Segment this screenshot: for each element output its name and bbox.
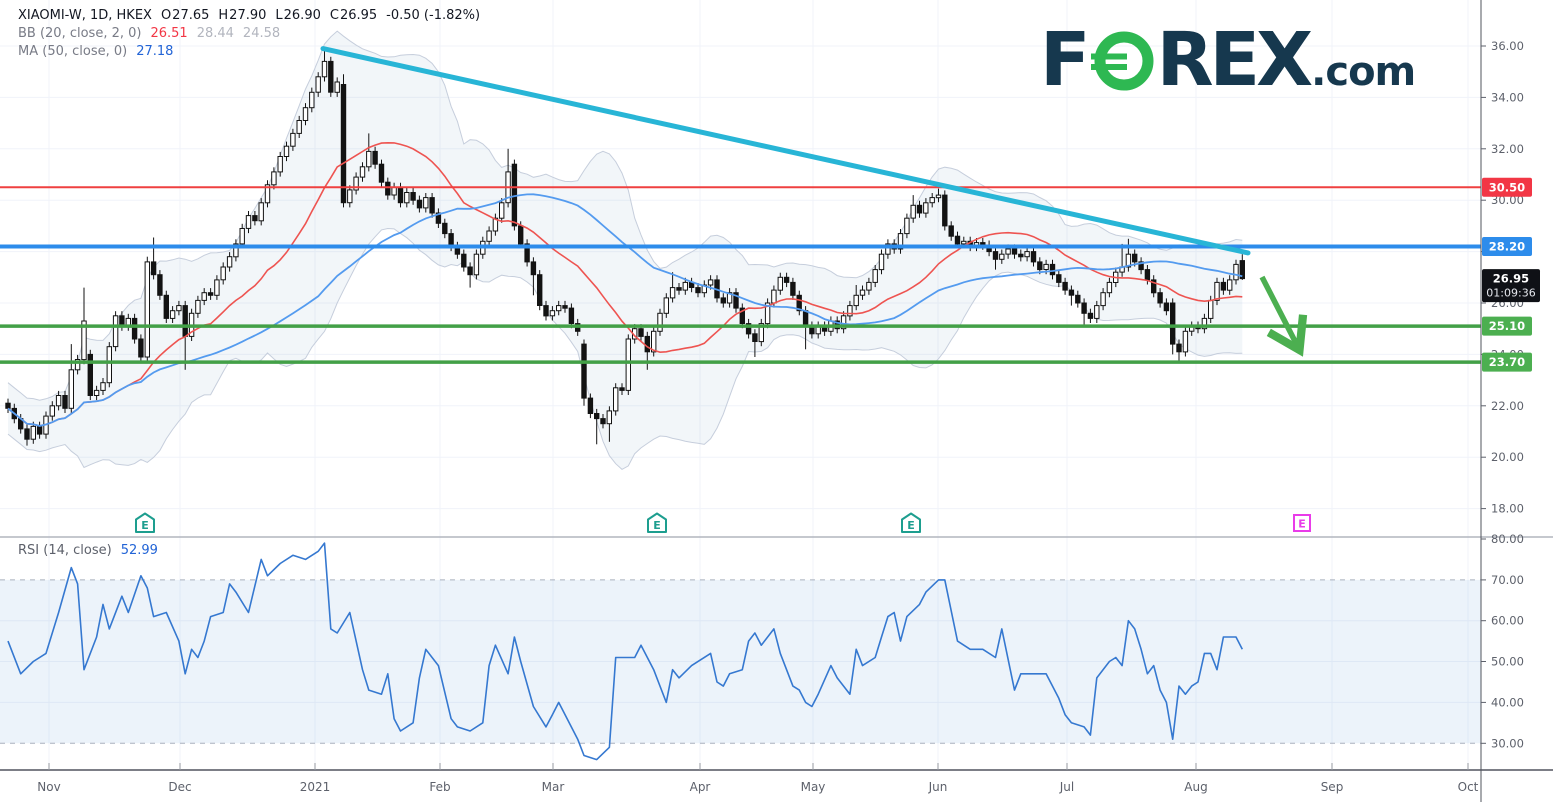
forex-logo-o-icon [1090,28,1156,94]
bb-legend[interactable]: BB (20, close, 2, 0) 26.51 28.44 24.58 [18,26,480,44]
svg-text:Apr: Apr [690,780,711,794]
rsi-value: 52.99 [120,543,158,558]
svg-text:32.00: 32.00 [1491,142,1524,156]
svg-text:40.00: 40.00 [1491,695,1524,709]
svg-text:28.20: 28.20 [1489,240,1525,254]
bb-lower-value: 24.58 [242,26,281,41]
svg-text:34.00: 34.00 [1491,90,1524,104]
svg-text:Dec: Dec [168,780,191,794]
earnings-icon[interactable]: E [647,512,667,533]
price-axis-labels: 36.0034.0032.0030.0028.0026.0024.0022.00… [1481,39,1524,750]
change-value: -0.50 (-1.82%) [386,8,481,23]
svg-text:25.10: 25.10 [1489,319,1525,333]
svg-text:70.00: 70.00 [1491,573,1524,587]
level-badge-23.70[interactable]: 23.70 [1482,352,1532,372]
svg-text:Aug: Aug [1184,780,1207,794]
ma-legend[interactable]: MA (50, close, 0) 27.18 [18,44,480,62]
svg-text:Feb: Feb [429,780,450,794]
close-value: C 26.95 [329,8,378,23]
svg-text:30.50: 30.50 [1489,180,1525,194]
symbol-title: XIAOMI-W, 1D, HKEX [18,8,152,23]
svg-text:Nov: Nov [37,780,60,794]
svg-text:E: E [1298,518,1306,531]
svg-text:50.00: 50.00 [1491,655,1524,669]
forex-logo-f: F [1040,17,1091,103]
open-value: O 27.65 [160,8,210,23]
bb-lower-line [7,227,1243,471]
time-axis[interactable] [0,770,1553,802]
ma-value: 27.18 [136,44,174,59]
svg-text:23.70: 23.70 [1489,355,1525,369]
trendline[interactable] [320,46,1251,256]
svg-text:22.00: 22.00 [1491,399,1524,413]
earnings-icon[interactable]: E [135,512,155,533]
gridlines [0,0,1481,770]
symbol-legend[interactable]: XIAOMI-W, 1D, HKEX O 27.65 H 27.90 L 26.90 … [18,8,480,26]
bb-upper-line [7,30,1243,401]
level-badge-30.50[interactable]: 30.50 [1482,177,1532,197]
bb-band-fill [8,31,1243,470]
svg-text:80.00: 80.00 [1491,532,1524,546]
svg-text:36.00: 36.00 [1491,39,1524,53]
rsi-legend[interactable]: RSI (14, close) 52.99 [18,543,158,558]
low-value: L 26.90 [275,8,321,23]
svg-text:E: E [907,519,915,532]
svg-text:60.00: 60.00 [1491,614,1524,628]
high-value: H 27.90 [218,8,267,23]
bb-basis-value: 26.51 [150,26,188,41]
svg-text:Oct: Oct [1458,780,1479,794]
forex-logo: F REX .com [1040,17,1416,103]
future-earnings-icon[interactable]: E [1293,514,1311,532]
arrow-annotation[interactable] [1259,275,1308,357]
svg-text:May: May [801,780,826,794]
svg-text:E: E [141,519,149,532]
svg-text:Jul: Jul [1059,780,1074,794]
rsi-line[interactable] [7,542,1244,761]
svg-text:Mar: Mar [542,780,565,794]
bb-upper-value: 28.44 [196,26,234,41]
svg-text:01:09:36: 01:09:36 [1486,287,1535,300]
time-axis-labels: Nov Dec 2021 Feb Mar Apr May Jun Jul Aug Sep Oct [37,763,1479,794]
level-badge-25.10[interactable]: 25.10 [1482,316,1532,336]
ma-label: MA (50, close, 0) [18,44,128,59]
svg-text:Sep: Sep [1321,780,1344,794]
svg-text:20.00: 20.00 [1491,450,1524,464]
bb-label: BB (20, close, 2, 0) [18,26,142,41]
svg-text:Jun: Jun [928,780,948,794]
candlestick-series[interactable] [5,48,1245,446]
svg-text:18.00: 18.00 [1491,502,1524,516]
rsi-pane[interactable] [0,537,1481,770]
level-badge-28.20[interactable]: 28.20 [1482,237,1532,256]
svg-text:30.00: 30.00 [1491,736,1524,750]
price-axis[interactable] [1481,0,1553,770]
svg-text:26.95: 26.95 [1493,272,1529,286]
forex-logo-rex: REX [1156,17,1314,103]
svg-text:2021: 2021 [300,780,331,794]
forex-logo-tld: .com [1311,49,1416,95]
rsi-band [0,579,1481,744]
rsi-label: RSI (14, close) [18,543,112,558]
earnings-icon[interactable]: E [901,512,921,533]
legend-panel: XIAOMI-W, 1D, HKEX O 27.65 H 27.90 L 26.90 … [18,8,480,62]
svg-text:E: E [653,519,661,532]
